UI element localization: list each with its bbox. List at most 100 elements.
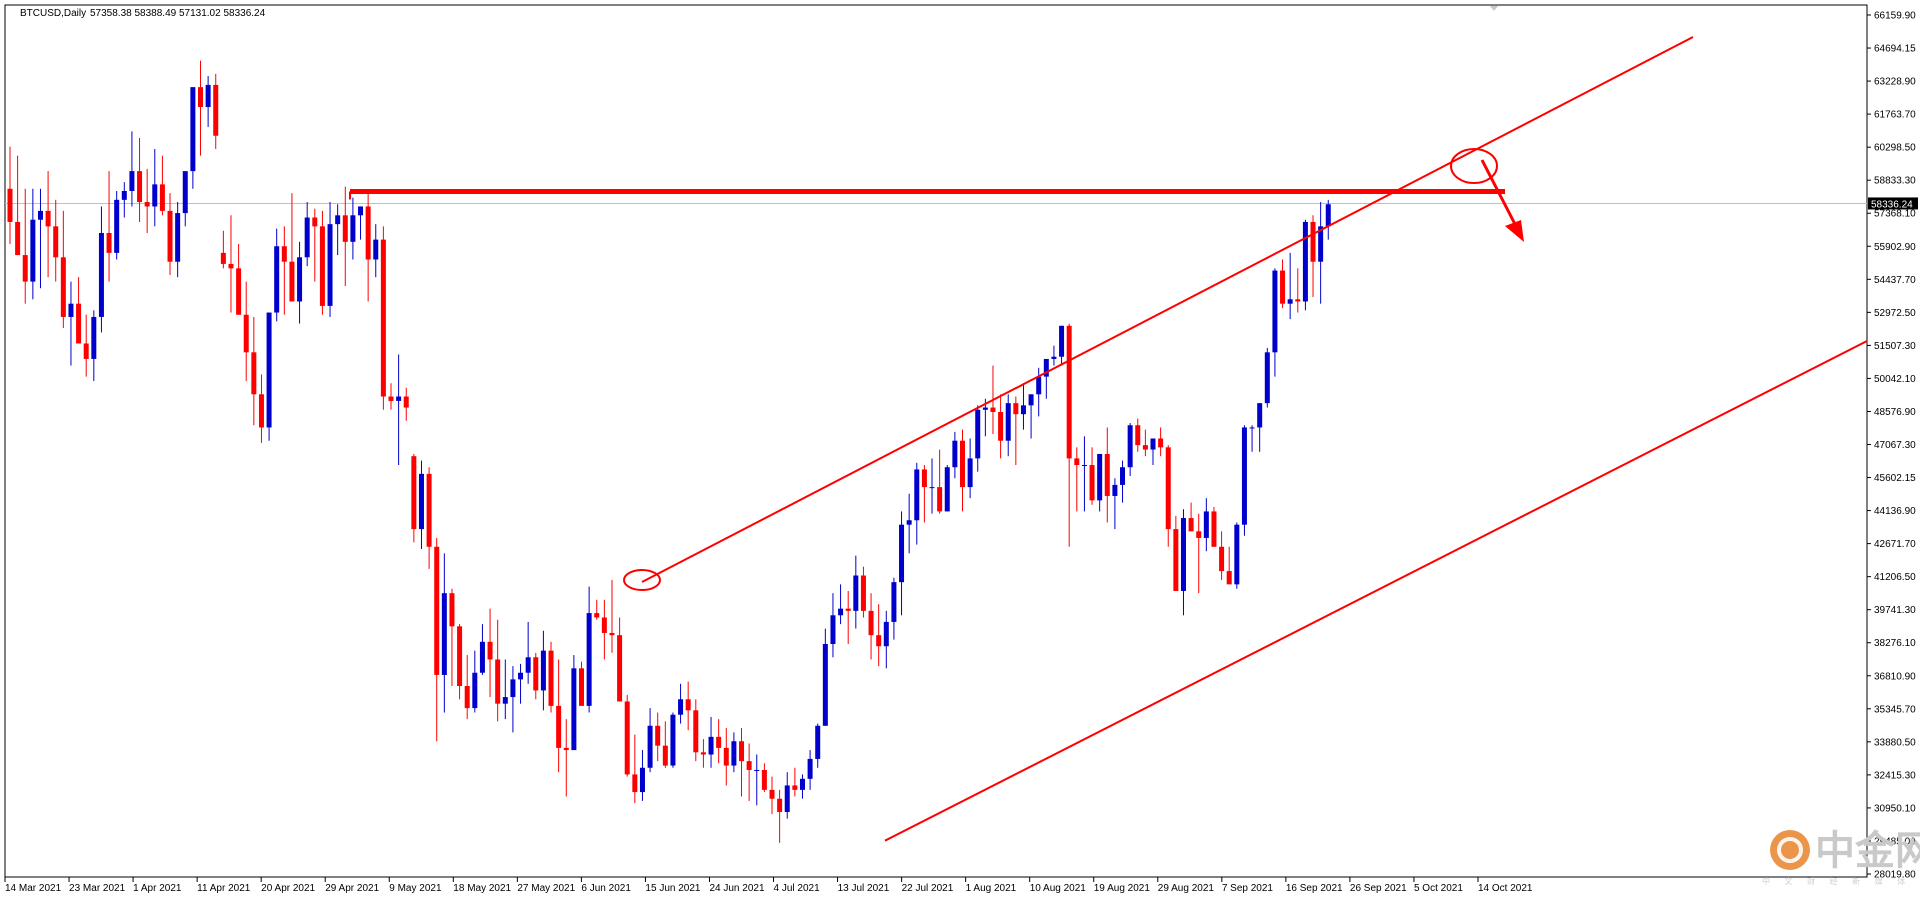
candle-body (594, 613, 600, 618)
x-tick-label: 5 Oct 2021 (1414, 883, 1463, 894)
candle-body (198, 87, 203, 108)
candle (1257, 403, 1263, 452)
candle (1104, 427, 1110, 523)
candle (579, 661, 584, 706)
candle (106, 171, 112, 282)
candle-body (236, 268, 242, 315)
candle-body (190, 87, 196, 172)
candle (1051, 345, 1057, 366)
candle-body (30, 219, 36, 282)
candle-body (159, 184, 165, 211)
candle (792, 767, 798, 797)
candle (708, 716, 714, 768)
candle-body (609, 632, 615, 636)
projection-arrow-head (1505, 220, 1524, 242)
y-tick-label: 50042.10 (1874, 374, 1916, 385)
candle-body (464, 686, 470, 709)
candle (1318, 202, 1324, 304)
candle-body (685, 699, 691, 711)
candle (754, 754, 760, 806)
candle-body (518, 672, 524, 680)
candle (1013, 396, 1019, 466)
plot-area-frame (4, 4, 1868, 878)
candle-body (121, 190, 127, 200)
candle-body (426, 473, 432, 547)
candle (358, 206, 364, 240)
candle (1020, 383, 1026, 430)
candle (1272, 268, 1278, 377)
candle (723, 727, 729, 786)
candle (1226, 546, 1232, 585)
candle-body (1257, 403, 1263, 428)
candle-body (815, 725, 821, 759)
candle (1180, 509, 1186, 616)
candle-body (68, 303, 74, 317)
x-tick-label: 29 Aug 2021 (1158, 883, 1215, 894)
candle (1280, 259, 1286, 309)
candle-body (990, 407, 996, 412)
candle (83, 314, 89, 377)
candle (175, 202, 181, 278)
candle (350, 197, 356, 260)
candle (601, 599, 607, 660)
candle (716, 719, 722, 764)
candle (1241, 425, 1247, 536)
candle (327, 202, 333, 317)
candle-body (525, 657, 531, 673)
candle-body (396, 396, 402, 401)
y-tick-label: 57368.10 (1874, 209, 1916, 220)
candle-body (1280, 270, 1286, 304)
candle-body (1135, 425, 1141, 446)
candle (556, 659, 562, 773)
candle-body (205, 84, 211, 108)
candle-body (1059, 325, 1065, 357)
candle (182, 171, 188, 227)
candle (609, 579, 615, 653)
candle-body (1089, 465, 1095, 501)
candle-body (281, 246, 287, 262)
candle-body (1272, 270, 1278, 353)
x-tick-label: 15 Jun 2021 (645, 883, 700, 894)
candle (1089, 447, 1095, 505)
x-tick-label: 29 Apr 2021 (325, 883, 379, 894)
candle-body (1112, 484, 1118, 496)
candle (647, 708, 653, 773)
y-tick-label: 44136.90 (1874, 506, 1916, 517)
candle-body (899, 524, 905, 583)
y-tick-label: 48576.90 (1874, 407, 1916, 418)
candle (190, 87, 196, 189)
candle (1081, 436, 1087, 512)
candle-body (1120, 467, 1126, 485)
candle (213, 73, 219, 150)
candle-body (76, 303, 82, 344)
candle-body (403, 396, 409, 408)
candle-body (137, 171, 143, 203)
candle (464, 655, 470, 720)
candle (1142, 429, 1148, 457)
chart-shift-marker[interactable] (1490, 6, 1498, 11)
candle (236, 244, 242, 315)
candle-body (53, 226, 59, 258)
candle-body (487, 641, 493, 660)
candle-body (91, 316, 97, 359)
candle (53, 199, 59, 282)
candle (807, 750, 813, 790)
candle (769, 776, 775, 815)
candle-body (479, 641, 485, 673)
candle-body (449, 593, 455, 627)
candle-body (182, 171, 188, 214)
candle (1150, 438, 1156, 466)
candle-body (777, 798, 783, 812)
x-tick-label: 7 Sep 2021 (1222, 883, 1274, 894)
candle (853, 555, 859, 629)
candle (571, 655, 577, 751)
candle (883, 610, 889, 669)
candle-body (975, 409, 981, 459)
candle-body (297, 257, 303, 302)
candle (746, 743, 752, 801)
candle-body (1318, 226, 1324, 262)
candle-body (98, 232, 104, 317)
candle (548, 641, 554, 713)
candle-body (350, 215, 356, 242)
candle-body (175, 213, 181, 262)
